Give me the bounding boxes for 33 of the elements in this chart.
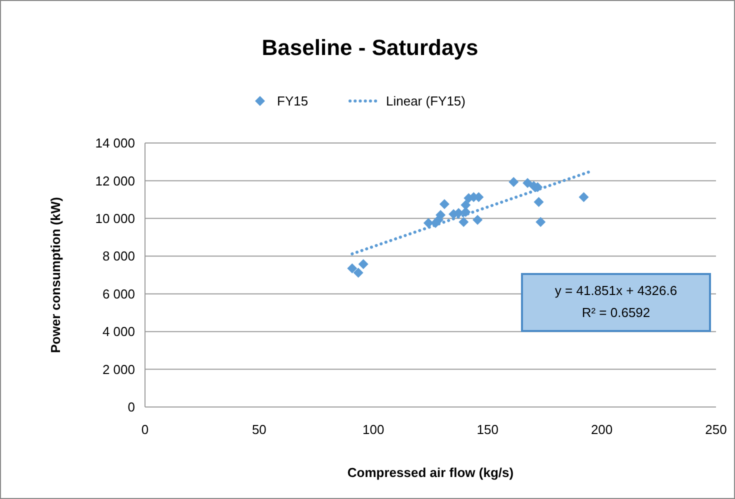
point bbox=[347, 263, 358, 274]
y-axis-title: Power consumption (kW) bbox=[48, 197, 63, 353]
equation-box: y = 41.851x + 4326.6 R² = 0.6592 bbox=[521, 273, 711, 332]
chart-title: Baseline - Saturdays bbox=[262, 35, 478, 60]
x-tick-label: 50 bbox=[252, 422, 266, 437]
annotation: y = 41.851x + 4326.6 bbox=[554, 283, 678, 298]
point bbox=[458, 217, 469, 228]
point bbox=[472, 214, 483, 225]
y-tick-label: 10 000 bbox=[95, 210, 135, 226]
x-axis-title: Compressed air flow (kg/s) bbox=[347, 465, 514, 480]
x-tick-label: 200 bbox=[590, 422, 613, 437]
point bbox=[358, 259, 368, 270]
annotation: R² = 0.6592 bbox=[582, 305, 650, 320]
legend-label: FY15 bbox=[277, 94, 308, 109]
y-tick-label: 12 000 bbox=[95, 173, 135, 188]
point bbox=[534, 197, 544, 208]
y-tick-label: 6 000 bbox=[102, 286, 135, 302]
x-tick-label: 100 bbox=[362, 422, 384, 437]
x-tick-label: 150 bbox=[476, 422, 498, 437]
x-tick-label: 250 bbox=[705, 422, 727, 437]
legend-label: Linear (FY15) bbox=[386, 94, 466, 109]
y-tick-label: 14 000 bbox=[95, 136, 135, 151]
point bbox=[536, 217, 546, 228]
y-tick-label: 2 000 bbox=[102, 362, 135, 377]
point bbox=[578, 192, 589, 202]
y-tick-label: 0 bbox=[128, 400, 135, 415]
x-tick-label: 0 bbox=[141, 422, 149, 437]
point bbox=[508, 177, 519, 188]
point bbox=[522, 178, 533, 188]
y-tick-label: 4 000 bbox=[102, 324, 135, 340]
point bbox=[353, 268, 364, 278]
point bbox=[439, 199, 450, 210]
y-tick-label: 8 000 bbox=[102, 248, 135, 264]
